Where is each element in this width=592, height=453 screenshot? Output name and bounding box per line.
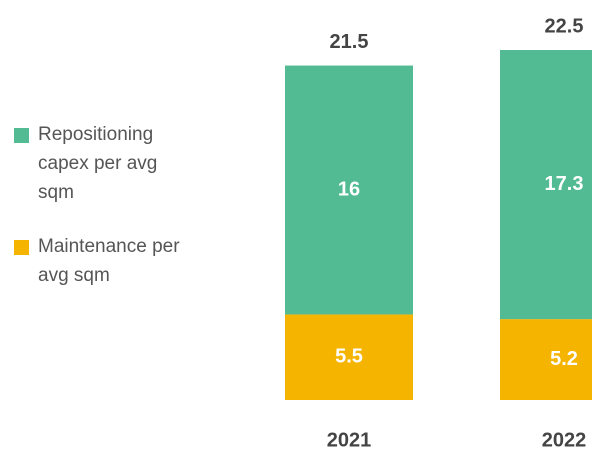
- bar-segment: [285, 314, 413, 400]
- legend-label: Repositioning capex per avg sqm: [38, 124, 158, 203]
- bar-segment: [500, 50, 592, 320]
- bar-segment: [285, 65, 413, 315]
- x-tick-label: 2022: [542, 429, 587, 451]
- data-label: 16: [338, 178, 360, 200]
- legend-entry: Maintenance per avg sqm: [14, 232, 188, 290]
- legend-swatch: [14, 128, 29, 143]
- total-label: 22.5: [545, 15, 584, 37]
- legend-swatch: [14, 240, 29, 255]
- legend-entry: Repositioning capex per avg sqm: [14, 120, 188, 207]
- data-label: 17.3: [545, 173, 584, 195]
- data-label: 5.5: [335, 346, 363, 368]
- data-label: 5.2: [550, 348, 578, 370]
- legend-label: Maintenance per avg sqm: [38, 236, 180, 286]
- total-label: 21.5: [330, 31, 369, 53]
- x-tick-label: 2021: [327, 429, 372, 451]
- bar-segment: [500, 319, 592, 400]
